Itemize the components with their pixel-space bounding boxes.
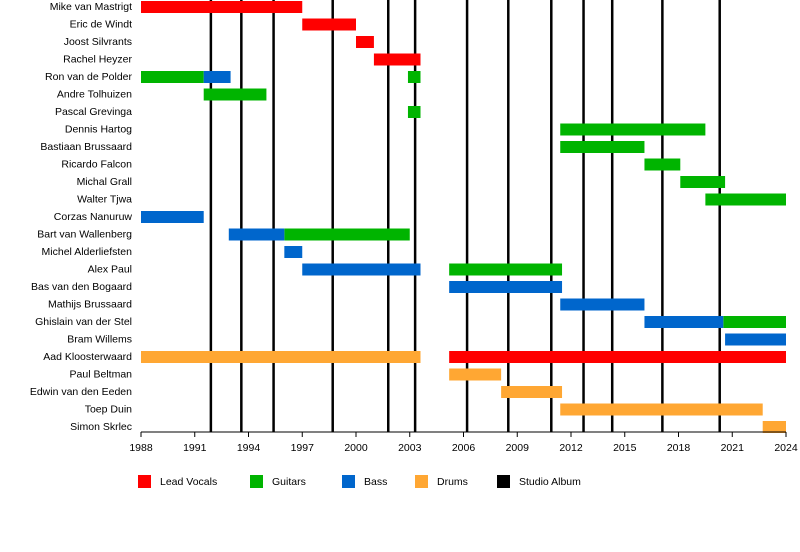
role-bar — [449, 368, 502, 381]
member-name: Ricardo Falcon — [61, 158, 132, 170]
member-name: Corzas Nanuruw — [54, 211, 133, 223]
role-bar — [203, 71, 231, 83]
member-name: Walter Tjwa — [77, 193, 132, 205]
legend-swatch — [497, 475, 510, 488]
role-bar — [203, 88, 267, 101]
member-name: Michel Alderliefsten — [42, 246, 133, 258]
role-bar — [141, 1, 303, 13]
member-name: Simon Skrlec — [70, 421, 132, 433]
role-bar — [284, 228, 410, 241]
x-tick-label: 1997 — [291, 442, 315, 454]
legend-swatch — [342, 475, 355, 488]
member-name: Bram Willems — [67, 333, 132, 345]
member-name: Alex Paul — [88, 263, 132, 275]
member-name: Dennis Hartog — [65, 123, 132, 135]
role-bar — [302, 263, 421, 276]
role-bar — [560, 141, 645, 153]
legend-label: Studio Album — [519, 476, 581, 488]
member-name: Edwin van den Eeden — [30, 386, 132, 398]
role-bar — [501, 386, 563, 398]
x-tick-label: 1994 — [237, 442, 261, 454]
role-bar — [141, 71, 204, 83]
member-name: Bastiaan Brussaard — [40, 141, 132, 153]
legend-swatch — [138, 475, 151, 488]
x-tick-label: 2009 — [506, 442, 530, 454]
role-bar — [141, 351, 421, 363]
x-tick-label: 2015 — [613, 442, 637, 454]
x-tick-label: 2024 — [774, 442, 798, 454]
member-name: Mike van Mastrigt — [50, 1, 132, 13]
role-bar — [644, 158, 681, 171]
x-tick-label: 1991 — [183, 442, 207, 454]
x-tick-label: 2012 — [559, 442, 583, 454]
role-bar — [449, 351, 786, 363]
role-bar — [302, 18, 356, 31]
member-name: Toep Duin — [85, 403, 132, 415]
x-tick-label: 2018 — [667, 442, 691, 454]
member-name: Bart van Wallenberg — [37, 228, 132, 240]
legend-label: Bass — [364, 476, 387, 488]
role-bar — [449, 281, 563, 293]
member-name: Michal Grall — [77, 176, 132, 188]
x-tick-label: 2000 — [344, 442, 368, 454]
member-name: Pascal Grevinga — [55, 106, 132, 118]
role-bar — [725, 333, 786, 346]
role-bar — [407, 106, 421, 118]
role-bar — [680, 176, 726, 188]
member-name: Eric de Windt — [70, 18, 133, 30]
role-bar — [449, 263, 563, 276]
role-bar — [141, 211, 204, 223]
role-bar — [762, 421, 786, 433]
legend-swatch — [250, 475, 263, 488]
member-name: Joost Silvrants — [64, 36, 132, 48]
x-tick-label: 2006 — [452, 442, 476, 454]
role-bar — [723, 316, 786, 328]
legend-label: Lead Vocals — [160, 476, 217, 488]
member-name: Paul Beltman — [70, 368, 133, 380]
role-bar — [407, 71, 421, 83]
legend-label: Guitars — [272, 476, 306, 488]
role-bar — [228, 228, 285, 241]
role-bar — [356, 36, 374, 48]
role-bar — [644, 316, 724, 328]
legend-swatch — [415, 475, 428, 488]
member-name: Ron van de Polder — [45, 71, 132, 83]
legend-label: Drums — [437, 476, 468, 488]
x-tick-label: 2003 — [398, 442, 422, 454]
role-bar — [560, 298, 645, 311]
role-bar — [705, 193, 786, 206]
role-bar — [560, 123, 706, 136]
member-name: Aad Kloosterwaard — [43, 351, 132, 363]
role-bar — [284, 246, 303, 258]
member-name: Andre Tolhuizen — [57, 88, 132, 100]
member-name: Rachel Heyzer — [63, 53, 132, 65]
x-tick-label: 2021 — [721, 442, 745, 454]
member-name: Mathijs Brussaard — [48, 298, 132, 310]
x-tick-label: 1988 — [129, 442, 153, 454]
role-bar — [560, 403, 763, 416]
member-name: Ghislain van der Stel — [35, 316, 132, 328]
role-bar — [373, 53, 421, 66]
member-name: Bas van den Bogaard — [31, 281, 132, 293]
